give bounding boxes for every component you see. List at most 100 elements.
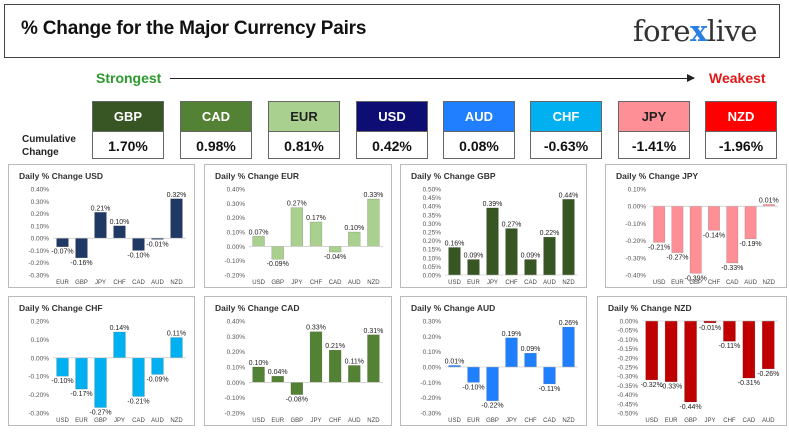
x-category-label: CHF (723, 418, 736, 424)
x-category-label: CAD (329, 280, 342, 286)
data-label: -0.32% (641, 382, 663, 389)
currency-box-aud: AUD 0.08% (443, 101, 515, 159)
x-category-label: JPY (506, 418, 517, 424)
bar-chf (505, 228, 518, 276)
weakest-label: Weakest (709, 70, 766, 86)
x-category-label: USD (448, 280, 461, 286)
bar-gbp (75, 237, 88, 259)
chart-jpy: Daily % Change JPY 0.10% 0.00% -0.10% -0.20%… (605, 164, 787, 288)
data-label: -0.11% (719, 343, 741, 350)
chart-title: Daily % Change EUR (215, 171, 300, 181)
data-label: 0.17% (306, 215, 326, 222)
x-category-label: EUR (671, 280, 684, 286)
chart-title: Daily % Change CAD (215, 303, 300, 313)
y-tick-label: -0.15% (617, 346, 638, 353)
currency-code: AUD (444, 102, 514, 131)
y-tick-label: 0.20% (227, 215, 246, 222)
y-tick-label: 0.10% (227, 230, 246, 237)
currency-cumulative-value: 1.70% (93, 131, 163, 159)
data-label: -0.16% (70, 260, 92, 267)
currency-code: CAD (181, 102, 251, 131)
x-category-label: CAD (132, 418, 145, 424)
y-tick-label: -0.05% (617, 328, 638, 335)
y-tick-label: -0.10% (420, 380, 441, 387)
y-tick-label: 0.40% (227, 187, 246, 194)
x-category-label: EUR (75, 418, 88, 424)
data-label: 0.10% (110, 219, 130, 226)
y-tick-label: -0.30% (28, 411, 49, 418)
data-label: -0.10% (127, 252, 149, 259)
bar-usd (653, 205, 666, 243)
x-category-label: NZD (367, 280, 380, 286)
chart-title: Daily % Change JPY (616, 171, 699, 181)
data-label: 0.22% (540, 230, 560, 237)
x-category-label: CAD (132, 280, 145, 286)
bar-nzd (367, 198, 380, 247)
chart-plot: 0.00% -0.05% -0.10% -0.15% -0.20% -0.25% -0.30… (617, 319, 779, 425)
bar-eur (664, 320, 678, 382)
y-tick-label: 0.10% (628, 187, 647, 194)
logo-text-fore: fore (632, 14, 691, 48)
x-category-label: JPY (310, 418, 321, 424)
y-tick-label: -0.20% (420, 395, 441, 402)
x-category-label: USD (252, 418, 265, 424)
y-tick-label: -0.10% (617, 337, 638, 344)
currency-code: USD (357, 102, 427, 131)
x-category-label: GBP (486, 418, 499, 424)
currency-cumulative-value: 0.81% (269, 131, 339, 159)
bar-eur (75, 357, 88, 390)
data-label: 0.44% (559, 192, 579, 199)
y-tick-label: 0.05% (423, 264, 442, 271)
data-label: -0.04% (324, 254, 346, 261)
data-label: 0.11% (345, 358, 364, 365)
x-category-label: AUD (151, 280, 164, 286)
x-category-label: AUD (543, 280, 556, 286)
x-category-label: EUR (467, 280, 480, 286)
chart-title: Daily % Change NZD (608, 303, 692, 313)
data-label: -0.39% (685, 275, 707, 282)
chart-plot: 0.10% 0.00% -0.10% -0.20% -0.30% -0.40% -0.21%… (625, 187, 778, 287)
y-tick-label: 0.00% (227, 244, 246, 251)
bar-usd (645, 320, 658, 381)
currency-cumulative-value: -0.63% (531, 131, 601, 159)
data-label: 0.21% (325, 343, 345, 350)
data-label: 0.32% (167, 192, 187, 199)
currency-cumulative-value: -1.96% (706, 131, 776, 159)
data-label: -0.11% (539, 386, 561, 393)
bar-cad (132, 237, 145, 251)
data-label: 0.09% (464, 253, 484, 260)
bar-nzd (562, 199, 575, 276)
data-label: -0.17% (70, 391, 92, 398)
chart-plot: 0.50%0.45% 0.40%0.35% 0.30% 0.25%0.20% 0.15%… (423, 187, 579, 287)
bar-nzd (170, 198, 183, 239)
data-label: -0.27% (666, 255, 688, 262)
x-category-label: JPY (114, 418, 125, 424)
x-category-label: EUR (665, 418, 678, 424)
currency-code: CHF (531, 102, 601, 131)
x-category-label: CHF (113, 280, 126, 286)
bar-gbp (684, 320, 697, 403)
x-category-label: AUD (744, 280, 757, 286)
page-title: % Change for the Major Currency Pairs (21, 18, 367, 39)
x-category-label: USD (448, 418, 461, 424)
bar-aud (348, 365, 361, 383)
chart-eur: Daily % Change EUR 0.40% 0.30% 0.20% 0.10% 0.… (204, 164, 392, 288)
strength-arrow (170, 74, 695, 82)
x-category-label: AUD (762, 418, 775, 424)
y-tick-label: -0.30% (28, 273, 49, 280)
data-label: -0.01% (146, 241, 168, 248)
chart-cad: Daily % Change CAD 0.40% 0.30% 0.20% 0.10% 0.… (204, 296, 392, 426)
data-label: 0.27% (287, 201, 307, 208)
y-tick-label: -0.45% (617, 401, 638, 408)
y-tick-label: -0.40% (625, 273, 646, 280)
x-category-label: GBP (689, 280, 702, 286)
chart-plot: 0.40%0.30%0.20%0.10%0.00%-0.10%-0.20%-0.… (28, 187, 187, 287)
bar-gbp (94, 357, 107, 408)
data-label: 0.01% (445, 358, 465, 365)
y-tick-label: 0.40% (31, 187, 50, 194)
bar-chf (309, 221, 323, 247)
y-tick-label: -0.20% (28, 392, 49, 399)
data-label: -0.09% (267, 261, 289, 268)
bar-chf (113, 225, 126, 239)
bar-chf (328, 349, 342, 383)
